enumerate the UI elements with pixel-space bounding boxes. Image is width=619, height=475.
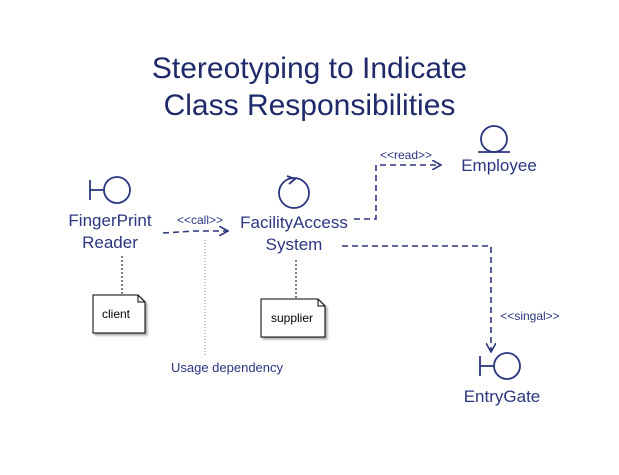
fingerprint-reader-label-line-1: FingerPrint	[68, 211, 151, 230]
fingerprint-reader-boundary-icon	[89, 176, 131, 204]
usage-dependency-caption: Usage dependency	[171, 360, 284, 375]
entry-gate-boundary-icon	[479, 352, 521, 380]
client-note-text: client	[102, 307, 131, 321]
call-dependency-arrow	[162, 231, 228, 233]
facility-access-system-label-line-1: FacilityAccess	[240, 213, 348, 232]
read-dependency-arrow	[354, 165, 441, 220]
facility-access-system-label-line-2: System	[266, 235, 323, 254]
facility-access-system-control-icon	[278, 175, 310, 209]
entry-gate-label: EntryGate	[464, 387, 541, 406]
signal-stereotype-label: <<singal>>	[500, 309, 559, 323]
read-stereotype-label: <<read>>	[380, 148, 432, 162]
supplier-note	[260, 298, 326, 338]
call-stereotype-label: <<call>>	[177, 213, 223, 227]
diagram-title-line-2: Class Responsibilities	[163, 89, 456, 122]
employee-entity-icon	[478, 125, 510, 153]
supplier-note-text: supplier	[271, 311, 313, 325]
signal-dependency-arrow	[342, 245, 491, 352]
client-note	[92, 294, 146, 334]
employee-label: Employee	[461, 156, 537, 175]
fingerprint-reader-label-line-2: Reader	[82, 233, 138, 252]
diagram-title-line-1: Stereotyping to Indicate	[151, 52, 468, 85]
